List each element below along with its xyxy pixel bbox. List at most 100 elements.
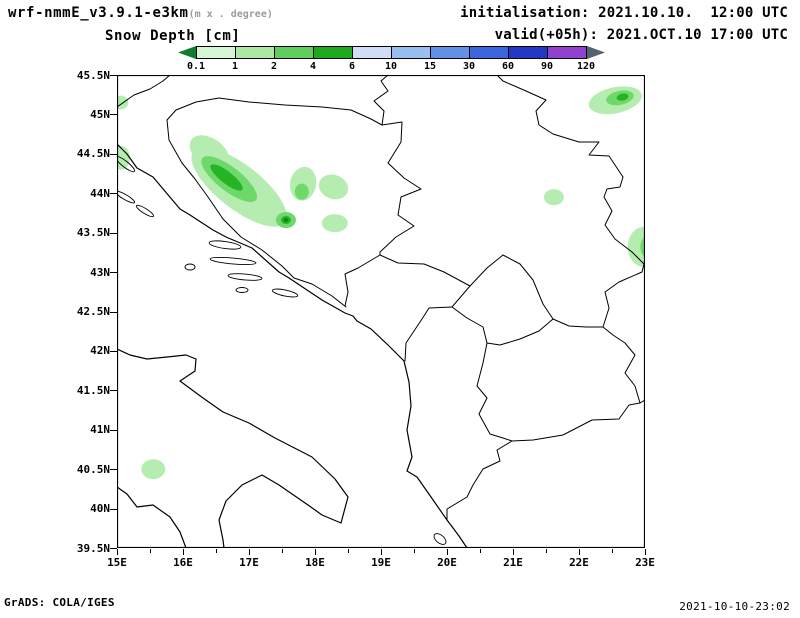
snow-contour <box>283 218 289 223</box>
snow-contour <box>318 174 349 200</box>
legend-segment <box>469 46 509 59</box>
lat-tick <box>110 350 117 352</box>
field-title: Snow Depth [cm] <box>105 28 241 44</box>
lon-tick <box>447 549 448 555</box>
legend-tick-label: 90 <box>540 61 554 72</box>
legend-segment <box>547 46 587 59</box>
legend-tick-label: 0.1 <box>186 61 206 72</box>
init-time-label: initialisation: 2021.10.10. 12:00 UTC <box>460 5 788 21</box>
border-bosnia-montenegro <box>344 254 381 307</box>
lat-tick-label: 41.5N <box>76 383 110 397</box>
lon-minor-tick <box>348 549 349 553</box>
colorbar-row <box>178 46 605 59</box>
lat-tick-label: 39.5N <box>76 541 110 555</box>
legend-tick-label: 15 <box>423 61 437 72</box>
lon-minor-tick <box>612 549 613 553</box>
snow-contour <box>321 214 348 233</box>
lat-tick <box>110 232 117 234</box>
legend-segment <box>235 46 275 59</box>
snow-contour <box>616 93 629 101</box>
lat-tick <box>110 548 117 549</box>
lon-tick-label: 19E <box>371 556 391 569</box>
legend-tick-label: 10 <box>384 61 398 72</box>
lon-tick <box>381 549 382 555</box>
snow-contour <box>210 164 243 191</box>
border-macedonia-bulgaria <box>602 326 641 404</box>
border-slovenia-croatia <box>116 74 171 108</box>
snow-contour <box>543 189 564 206</box>
lat-tick-label: 41N <box>90 423 110 437</box>
legend-tick-label: 1 <box>231 61 239 72</box>
border-albania-greece <box>446 440 513 521</box>
snow-contour <box>112 95 129 110</box>
island <box>184 263 196 271</box>
coastline-adriatic-east <box>116 143 468 549</box>
legend-tick-label: 60 <box>501 61 515 72</box>
lon-tick-label: 23E <box>635 556 655 569</box>
lat-tick <box>110 469 117 471</box>
lat-tick-label: 42.5N <box>76 305 110 318</box>
lon-tick <box>579 549 580 555</box>
border-serbia-bulgaria <box>602 176 645 328</box>
lat-tick-label: 43.5N <box>76 226 110 240</box>
lat-tick-label: 42N <box>90 344 110 358</box>
legend-labels: 0.1 1 2 4 6 10 15 30 60 90 120 <box>178 59 605 73</box>
lat-tick <box>110 114 117 116</box>
snow-contour <box>294 183 309 200</box>
map-canvas <box>111 74 660 549</box>
lat-tick-label: 45.5N <box>76 68 110 82</box>
border-serbia-macedonia <box>552 318 604 328</box>
lon-tick <box>117 549 118 555</box>
map-border <box>116 74 646 549</box>
legend-segment <box>391 46 431 59</box>
lon-tick-label: 21E <box>503 556 523 569</box>
lat-tick <box>110 311 117 313</box>
valid-time-label: valid(+05h): 2021.OCT.10 17:00 UTC <box>494 27 788 43</box>
lat-tick <box>110 508 117 510</box>
model-units: (m x . degree) <box>188 9 273 20</box>
lon-tick <box>513 549 514 555</box>
island <box>235 287 249 293</box>
lat-tick-label: 43N <box>90 265 110 279</box>
lon-tick-label: 17E <box>239 556 259 569</box>
lon-tick <box>645 549 646 555</box>
snow-contour <box>141 459 166 480</box>
lon-tick-label: 18E <box>305 556 325 569</box>
snow-layer <box>111 86 660 480</box>
lat-tick <box>110 429 117 431</box>
lat-tick-label: 40N <box>90 502 110 516</box>
legend-segment <box>274 46 314 59</box>
colorbar-legend: 0.1 1 2 4 6 10 15 30 60 90 120 <box>178 46 605 76</box>
model-title: wrf-nmmE_v3.9.1-e3km <box>8 5 189 21</box>
coastline-italy-tyrrhenian <box>116 486 187 549</box>
island <box>135 204 155 218</box>
lon-tick-label: 20E <box>437 556 457 569</box>
coastline-italy-adriatic-ionian <box>116 348 349 549</box>
border-bosnia-serbia <box>379 121 422 256</box>
border-montenegro-serbia <box>379 254 471 287</box>
lat-tick <box>110 193 117 195</box>
lon-tick <box>249 549 250 555</box>
coastlines <box>116 143 468 549</box>
legend-segments <box>196 46 587 59</box>
island <box>209 256 257 266</box>
legend-tick-label: 4 <box>309 61 317 72</box>
footer-grads-credit: GrADS: COLA/IGES <box>4 596 115 609</box>
lon-minor-tick <box>480 549 481 553</box>
legend-tick-label: 120 <box>576 61 596 72</box>
border-albania-macedonia <box>476 342 513 442</box>
model-title-line: wrf-nmmE_v3.9.1-e3km(m x . degree) <box>8 5 273 21</box>
lat-tick-label: 40.5N <box>76 462 110 476</box>
legend-segment <box>352 46 392 59</box>
island <box>271 288 299 298</box>
lon-tick-label: 15E <box>107 556 127 569</box>
border-serbia-romania <box>496 74 624 178</box>
map-frame <box>111 74 660 549</box>
country-borders <box>116 74 646 521</box>
lat-tick <box>110 390 117 392</box>
island <box>208 240 242 250</box>
lon-tick-label: 22E <box>569 556 589 569</box>
lon-tick <box>315 549 316 555</box>
legend-tick-label: 30 <box>462 61 476 72</box>
border-macedonia-greece <box>511 402 641 442</box>
